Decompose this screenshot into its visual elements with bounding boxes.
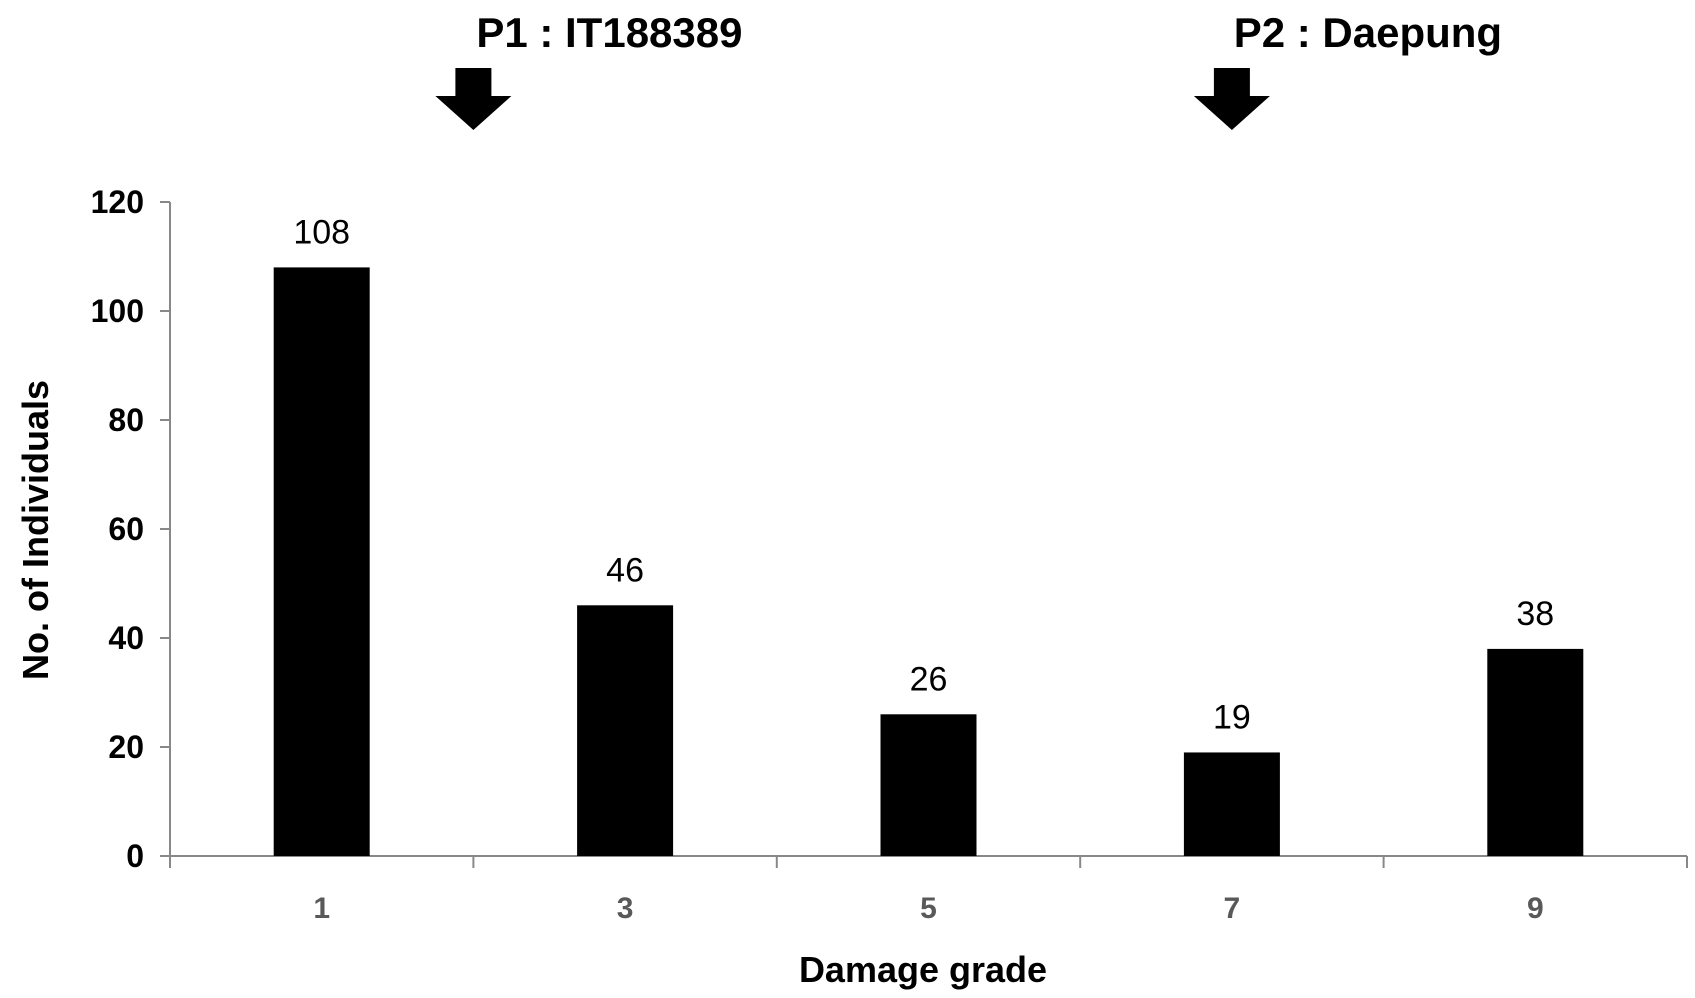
data-label: 19 bbox=[1213, 698, 1251, 736]
data-labels: 108 46 26 19 38 bbox=[293, 213, 1554, 736]
data-label: 108 bbox=[293, 213, 350, 251]
bar-9 bbox=[1487, 648, 1584, 856]
y-tick-label: 80 bbox=[108, 402, 144, 438]
x-axis-title: Damage grade bbox=[799, 949, 1047, 990]
data-label: 26 bbox=[910, 660, 948, 698]
bar-1 bbox=[273, 267, 370, 856]
y-axis: 0 20 40 60 80 100 120 bbox=[91, 184, 171, 874]
x-tick-label: 9 bbox=[1527, 892, 1544, 925]
y-tick-label: 120 bbox=[91, 184, 144, 220]
bar-3 bbox=[577, 605, 674, 856]
down-arrow-icon bbox=[435, 68, 512, 130]
data-label: 46 bbox=[606, 551, 644, 589]
y-axis-title: No. of Individuals bbox=[15, 380, 56, 680]
x-tick-label: 1 bbox=[313, 892, 330, 925]
y-tick-label: 20 bbox=[108, 729, 144, 765]
annotation-label: P2 : Daepung bbox=[1234, 9, 1502, 56]
x-tick-label: 3 bbox=[617, 892, 634, 925]
bar-5 bbox=[880, 714, 977, 856]
x-tick-label: 7 bbox=[1224, 892, 1241, 925]
y-tick-label: 60 bbox=[108, 511, 144, 547]
y-tick-label: 0 bbox=[126, 838, 144, 874]
annotation-1: P1 : IT188389 bbox=[435, 9, 742, 130]
down-arrow-icon bbox=[1193, 68, 1270, 130]
x-tick-label: 5 bbox=[920, 892, 937, 925]
data-label: 38 bbox=[1516, 595, 1554, 633]
annotations: P1 : IT188389 P2 : Daepung bbox=[435, 9, 1502, 130]
bar-7 bbox=[1183, 752, 1280, 856]
annotation-label: P1 : IT188389 bbox=[476, 9, 742, 56]
bars bbox=[273, 267, 1584, 856]
x-axis: 1 3 5 7 9 bbox=[169, 855, 1688, 925]
annotation-2: P2 : Daepung bbox=[1193, 9, 1502, 130]
y-tick-label: 100 bbox=[91, 293, 144, 329]
y-tick-label: 40 bbox=[108, 620, 144, 656]
